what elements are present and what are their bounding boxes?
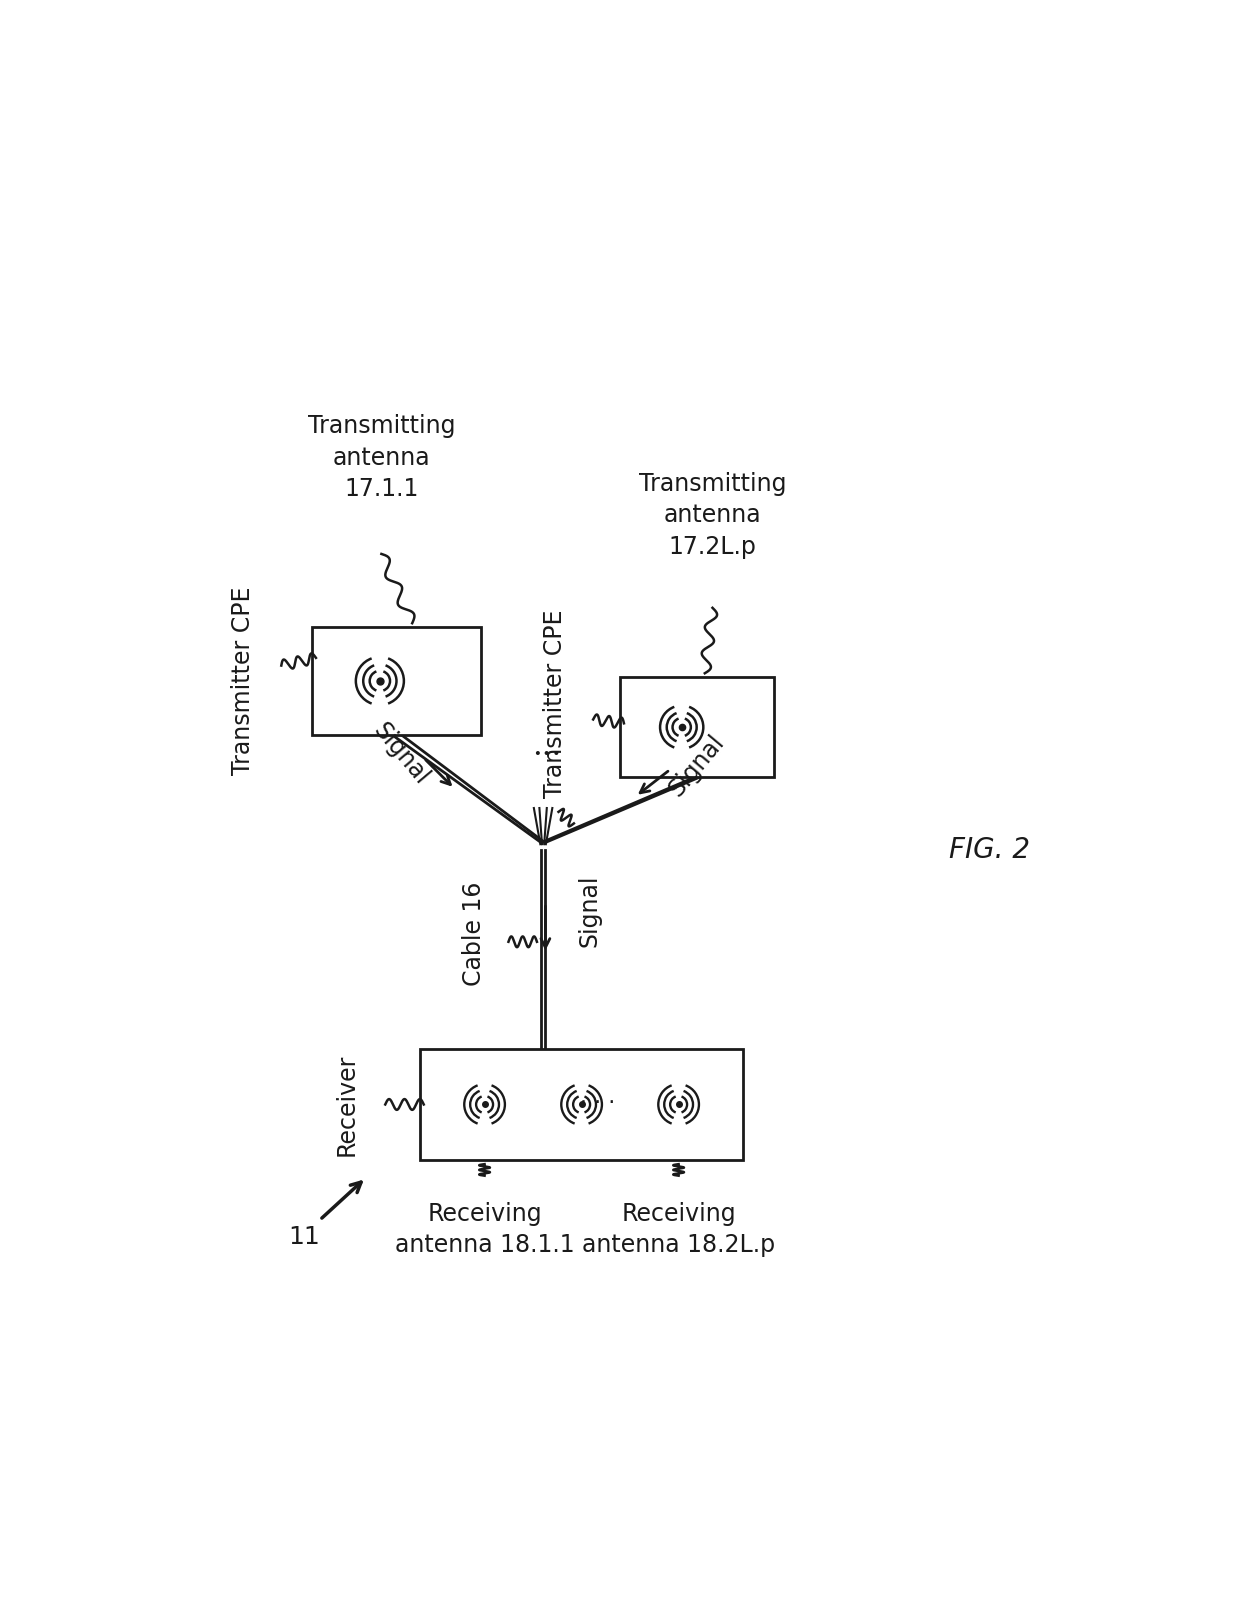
Text: Signal: Signal — [665, 731, 729, 802]
Text: Transmitter CPE: Transmitter CPE — [231, 587, 254, 776]
Text: Signal: Signal — [578, 874, 601, 947]
Text: Receiver: Receiver — [335, 1053, 358, 1155]
Text: Cable 16: Cable 16 — [461, 882, 486, 986]
Text: Transmitting
antenna
17.1.1: Transmitting antenna 17.1.1 — [308, 415, 455, 502]
Text: 11: 11 — [289, 1224, 320, 1248]
Bar — [312, 627, 481, 736]
Bar — [620, 677, 774, 777]
Text: FIG. 2: FIG. 2 — [949, 837, 1030, 865]
Text: Receiving
antenna 18.2L.p: Receiving antenna 18.2L.p — [582, 1202, 775, 1258]
Text: Signal: Signal — [368, 719, 433, 790]
Text: Receiving
antenna 18.1.1: Receiving antenna 18.1.1 — [394, 1202, 574, 1258]
Text: Transmitter CPE: Transmitter CPE — [543, 610, 567, 798]
Text: · · ·: · · · — [580, 1094, 615, 1113]
Text: ...: ... — [532, 731, 562, 761]
Text: Transmitting
antenna
17.2L.p: Transmitting antenna 17.2L.p — [639, 473, 786, 560]
Bar — [420, 1048, 743, 1160]
